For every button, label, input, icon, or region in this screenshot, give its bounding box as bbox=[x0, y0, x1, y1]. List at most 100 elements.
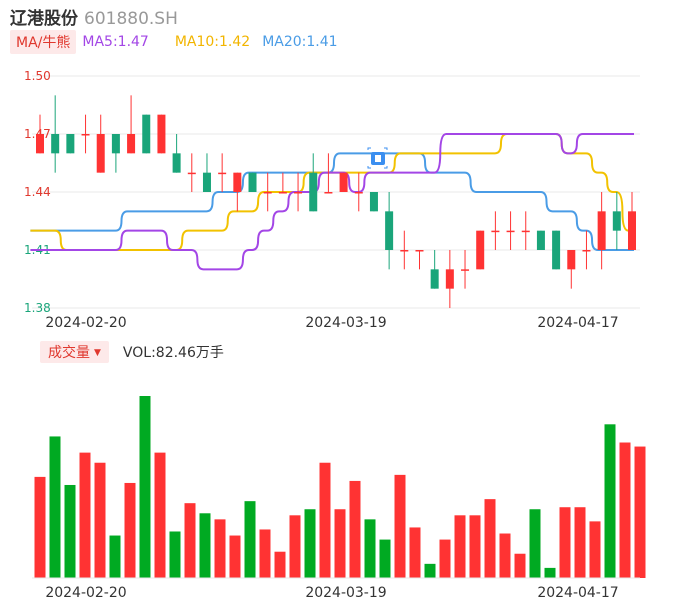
candle-body bbox=[415, 250, 424, 252]
volume-bar bbox=[169, 531, 181, 578]
volume-bar bbox=[94, 462, 106, 578]
x-tick-label: 2024-03-19 bbox=[305, 585, 386, 601]
event-marker-icon[interactable] bbox=[367, 147, 388, 169]
candle-body bbox=[552, 230, 561, 270]
volume-bar bbox=[184, 503, 196, 578]
volume-bar bbox=[529, 509, 541, 578]
volume-bar bbox=[394, 474, 406, 578]
candle-body bbox=[51, 134, 60, 154]
volume-bar bbox=[229, 535, 241, 578]
volume-value: VOL:82.46万手 bbox=[122, 345, 224, 361]
candle-body bbox=[491, 230, 500, 233]
ma20-line bbox=[30, 152, 634, 252]
candle-body bbox=[430, 269, 439, 289]
candle-body bbox=[218, 172, 227, 175]
volume-bar bbox=[424, 563, 436, 578]
candle-body bbox=[506, 230, 515, 233]
volume-bar bbox=[304, 509, 316, 578]
volume-bar bbox=[559, 507, 571, 578]
volume-bar bbox=[79, 452, 91, 578]
volume-bar bbox=[379, 539, 391, 578]
volume-bar bbox=[199, 513, 211, 578]
candle-body bbox=[582, 250, 591, 252]
candle-body bbox=[278, 192, 287, 194]
candle-body bbox=[172, 153, 181, 173]
candle-body bbox=[263, 192, 272, 194]
volume-bar bbox=[259, 529, 271, 578]
volume-bar bbox=[49, 436, 61, 578]
ma5-label: MA5:1.47 bbox=[82, 34, 149, 50]
candle-body bbox=[187, 172, 196, 175]
x-tick-label: 2024-03-19 bbox=[305, 315, 386, 331]
ma20-label: MA20:1.41 bbox=[262, 34, 338, 50]
candle-body bbox=[597, 211, 606, 250]
volume-bar bbox=[289, 515, 301, 578]
volume-bar bbox=[484, 499, 496, 578]
volume-legend: 成交量 ▼ VOL:82.46万手 bbox=[40, 341, 224, 363]
volume-x-axis: 2024-02-20 2024-03-19 2024-04-17 bbox=[45, 585, 618, 601]
candle-body bbox=[445, 269, 454, 289]
candle-body bbox=[157, 114, 166, 154]
volume-bar bbox=[139, 396, 151, 578]
candle-body bbox=[369, 192, 378, 212]
volume-bar bbox=[514, 553, 526, 578]
volume-bar bbox=[454, 515, 466, 578]
moving-average-lines bbox=[30, 133, 634, 271]
candle-body bbox=[476, 230, 485, 270]
candle-body bbox=[521, 230, 530, 233]
x-tick-label: 2024-02-20 bbox=[45, 585, 126, 601]
ma5-line bbox=[30, 133, 634, 271]
candle-body bbox=[202, 172, 211, 192]
volume-bar bbox=[64, 484, 76, 578]
volume-bar bbox=[469, 515, 481, 578]
volume-bar bbox=[334, 509, 346, 578]
candle-body bbox=[536, 230, 545, 250]
volume-bar bbox=[124, 482, 136, 578]
x-tick-label: 2024-02-20 bbox=[45, 315, 126, 331]
candles bbox=[36, 95, 636, 308]
volume-bar bbox=[499, 533, 511, 578]
candle-body bbox=[339, 172, 348, 192]
candle-body bbox=[248, 172, 257, 192]
stock-name: 辽港股份 bbox=[10, 9, 78, 29]
candle-body bbox=[612, 211, 621, 231]
volume-bar bbox=[244, 501, 256, 578]
candle-body bbox=[354, 192, 363, 194]
volume-bar bbox=[109, 535, 121, 578]
candle-body bbox=[111, 134, 120, 154]
volume-bar bbox=[439, 539, 451, 578]
y-tick-label: 1.38 bbox=[24, 301, 51, 315]
volume-bar bbox=[214, 519, 226, 578]
event-marker-corners bbox=[367, 147, 388, 169]
candle-body bbox=[400, 250, 409, 252]
stock-code: 601880.SH bbox=[84, 9, 178, 29]
candle-body bbox=[66, 134, 75, 154]
volume-bar bbox=[544, 567, 556, 578]
stock-header: 辽港股份 601880.SH bbox=[10, 4, 178, 29]
volume-bar bbox=[634, 446, 646, 578]
ma-legend: MA/牛熊 MA5:1.47 MA10:1.42 MA20:1.41 bbox=[10, 30, 338, 54]
y-tick-label: 1.44 bbox=[24, 185, 51, 199]
volume-tag-label: 成交量 bbox=[48, 345, 90, 361]
candle-body bbox=[96, 134, 105, 173]
candle-body bbox=[628, 211, 636, 250]
volume-bar bbox=[589, 521, 601, 578]
candle-body bbox=[324, 192, 333, 194]
price-x-axis: 2024-02-20 2024-03-19 2024-04-17 bbox=[45, 315, 618, 331]
price-grid bbox=[32, 75, 640, 309]
x-tick-label: 2024-04-17 bbox=[537, 315, 618, 331]
candle-body bbox=[567, 250, 576, 270]
dropdown-triangle-icon: ▼ bbox=[94, 348, 101, 358]
volume-indicator-selector[interactable]: 成交量 ▼ bbox=[40, 341, 109, 363]
volume-bar bbox=[349, 480, 361, 578]
volume-bar bbox=[604, 424, 616, 578]
volume-bar bbox=[409, 527, 421, 578]
candle-body bbox=[36, 134, 44, 154]
volume-bar bbox=[574, 507, 586, 578]
candle-body bbox=[309, 172, 318, 212]
candle-body bbox=[294, 192, 303, 194]
ma-type-selector[interactable]: MA/牛熊 bbox=[10, 30, 77, 54]
volume-bar bbox=[154, 452, 166, 578]
volume-bars bbox=[32, 396, 646, 579]
